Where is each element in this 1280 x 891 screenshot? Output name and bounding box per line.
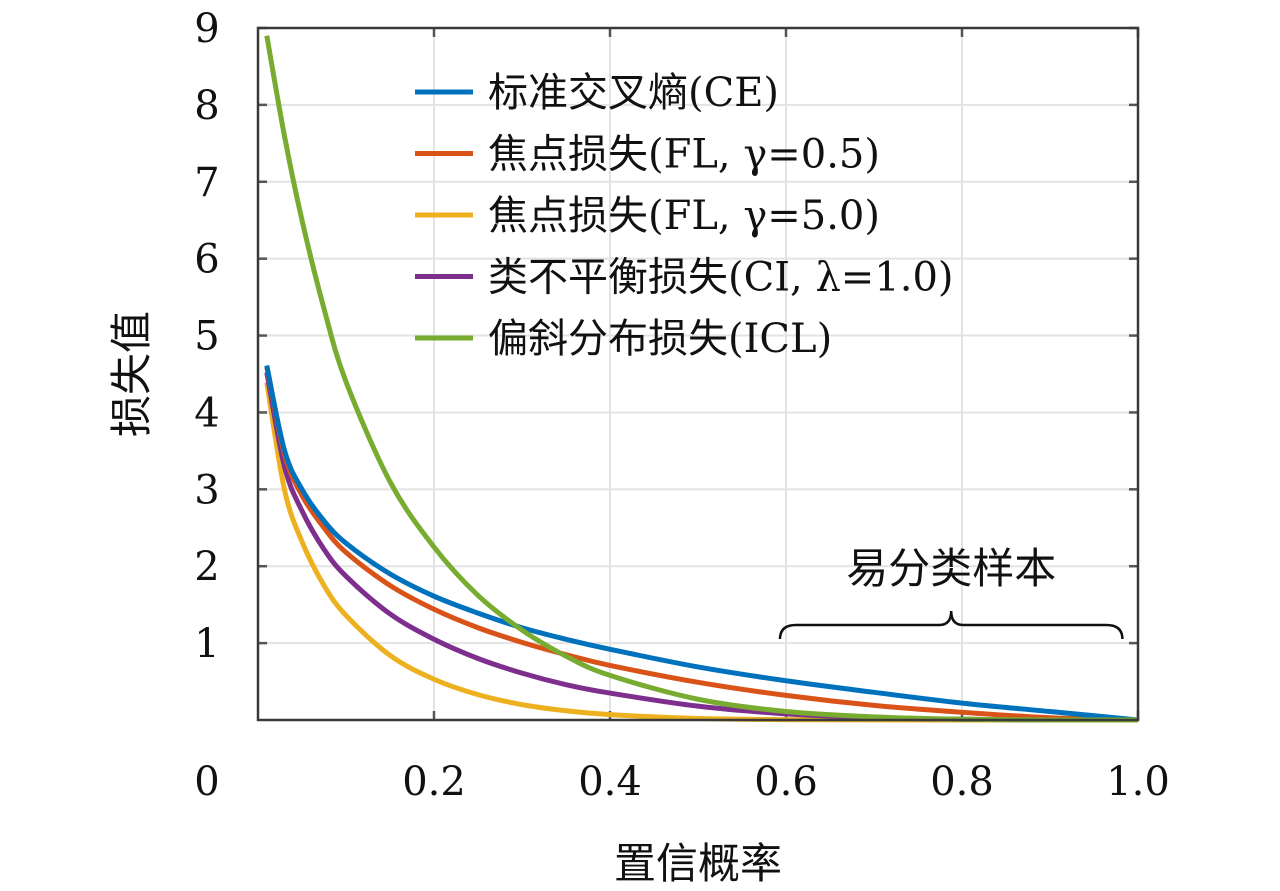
x-axis-title: 置信概率 bbox=[614, 839, 782, 888]
x-tick-label: 0.6 bbox=[754, 759, 818, 805]
legend-label: 焦点损失(FL, γ=0.5) bbox=[488, 132, 880, 178]
legend-label: 焦点损失(FL, γ=5.0) bbox=[488, 193, 880, 239]
annotation-easy-samples: 易分类样本 bbox=[778, 544, 1124, 640]
y-tick-label: 9 bbox=[194, 6, 219, 52]
y-tick-label: 1 bbox=[194, 621, 219, 667]
y-tick-label: 7 bbox=[194, 160, 219, 206]
x-tick-label: 0.4 bbox=[578, 759, 642, 805]
annotation-label: 易分类样本 bbox=[846, 544, 1056, 593]
legend-label: 类不平衡损失(CI, λ=1.0) bbox=[488, 255, 954, 301]
plot-frame bbox=[256, 26, 1140, 722]
series-line-1 bbox=[264, 366, 1139, 723]
legend-item: 类不平衡损失(CI, λ=1.0) bbox=[415, 255, 954, 301]
series-line-0 bbox=[264, 365, 1139, 723]
legend: 标准交叉熵(CE) 焦点损失(FL, γ=0.5) 焦点损失(FL, γ=5.0) 类… bbox=[415, 70, 954, 362]
legend-item: 焦点损失(FL, γ=5.0) bbox=[415, 193, 880, 239]
y-tick-label: 5 bbox=[194, 314, 219, 360]
grid bbox=[258, 28, 1138, 720]
y-axis-title: 损失值 bbox=[107, 311, 156, 437]
legend-label: 标准交叉熵(CE) bbox=[488, 70, 779, 116]
x-tick-label: 0 bbox=[194, 759, 219, 805]
y-tick-label: 3 bbox=[194, 467, 219, 513]
y-tick-label: 4 bbox=[194, 390, 219, 436]
y-tick-label: 2 bbox=[194, 544, 219, 590]
brace bbox=[778, 610, 1124, 640]
y-tick-label: 6 bbox=[194, 237, 219, 283]
legend-item: 偏斜分布损失(ICL) bbox=[415, 316, 832, 362]
legend-item: 焦点损失(FL, γ=0.5) bbox=[415, 132, 880, 178]
legend-item: 标准交叉熵(CE) bbox=[415, 70, 779, 116]
series-line-4 bbox=[264, 35, 1139, 723]
legend-label: 偏斜分布损失(ICL) bbox=[488, 316, 832, 362]
tick-labels: 0 0.2 0.4 0.6 0.8 1.0 1 2 3 4 5 6 7 8 9 bbox=[194, 6, 1170, 805]
x-tick-label: 0.8 bbox=[930, 759, 994, 805]
x-tick-label: 0.2 bbox=[402, 759, 466, 805]
x-tick-label: 1.0 bbox=[1106, 759, 1170, 805]
y-tick-label: 8 bbox=[194, 83, 219, 129]
